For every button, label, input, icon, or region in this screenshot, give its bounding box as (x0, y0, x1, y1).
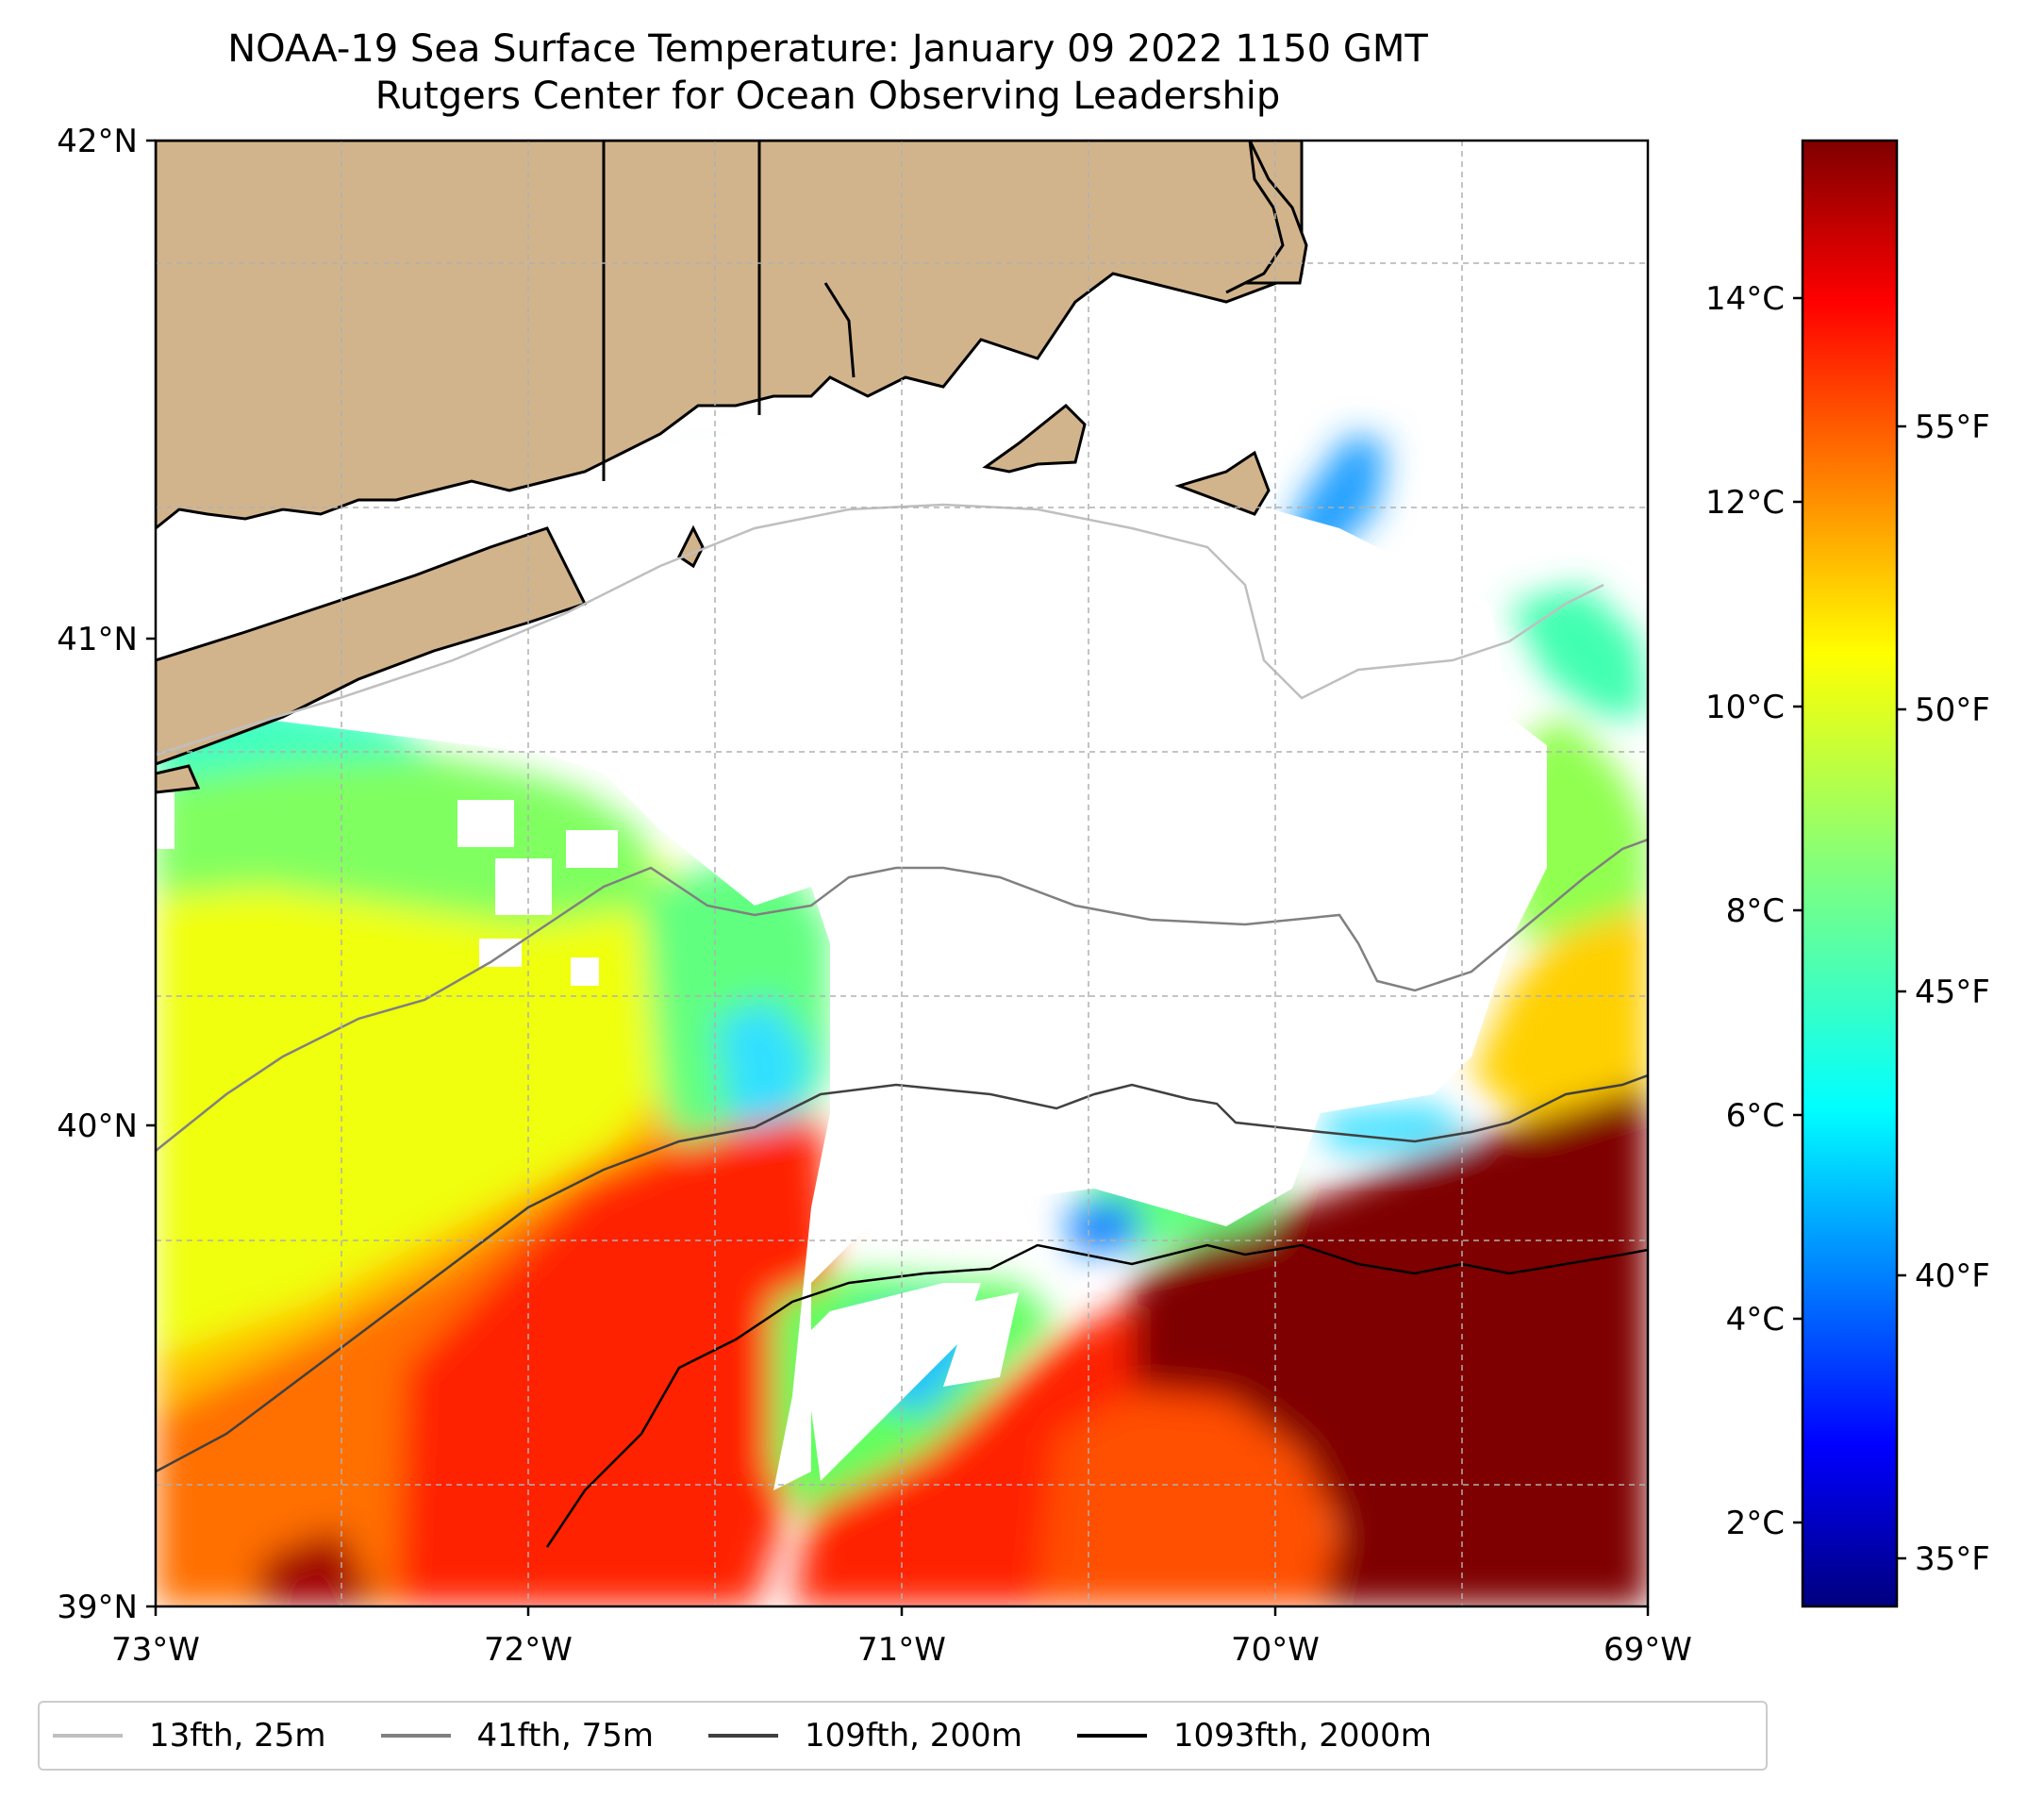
lat-label-42: 42°N (57, 123, 138, 160)
latitude-labels: 42°N 41°N 40°N 39°N (57, 123, 138, 1626)
missing-patch-e (571, 957, 599, 986)
sst-yellow-west (156, 792, 736, 1358)
isobath-25m (156, 503, 1604, 757)
legend-item-25m: 13fth, 25m (53, 1717, 326, 1755)
colorbar-c-2: 2°C (1726, 1505, 1785, 1542)
sst-yellow-east (1471, 906, 1648, 1123)
sst-red-slope-west (396, 1113, 830, 1606)
colorbar-c-14: 14°C (1705, 280, 1785, 318)
lat-label-40: 40°N (57, 1107, 138, 1145)
legend-item-75m: 41fth, 75m (380, 1717, 655, 1755)
land (156, 141, 1308, 794)
gridlines (156, 141, 1648, 1606)
state-borders (602, 141, 856, 481)
border-ri-ma (823, 282, 856, 378)
colorbar-c-8: 8°C (1726, 892, 1785, 930)
legend-swatch-25m (53, 1734, 123, 1738)
legend-swatch-2000m (1076, 1734, 1147, 1738)
missing-patch-c (566, 830, 618, 868)
map-area (156, 141, 1648, 1606)
chart-subtitle: Rutgers Center for Ocean Observing Leade… (374, 75, 1281, 118)
sst-blue-shelfedge (1066, 1198, 1141, 1255)
legend-label-200m: 109fth, 200m (805, 1717, 1022, 1755)
sst-orange-eddy (1038, 1396, 1339, 1606)
sst-cyan-midshelf (717, 1000, 811, 1151)
colorbar-f-35: 35°F (1915, 1540, 1990, 1578)
missing-patch-d (479, 939, 522, 967)
lon-label-69: 69°W (1604, 1631, 1692, 1669)
legend-item-200m: 109fth, 200m (708, 1717, 1022, 1755)
chart-title: NOAA-19 Sea Surface Temperature: January… (227, 27, 1428, 71)
missing-area-north (156, 434, 1547, 1490)
lat-label-41: 41°N (57, 621, 138, 658)
missing-patch-f (943, 1292, 1019, 1387)
missing-strip-south (802, 1283, 981, 1481)
colorbar-gradient (1801, 139, 1899, 1608)
lon-label-70: 70°W (1231, 1631, 1320, 1669)
legend-label-2000m: 1093fth, 2000m (1172, 1717, 1432, 1755)
missing-patch-a (457, 800, 514, 847)
missing-patch-g (156, 792, 174, 849)
colorbar-f-45: 45°F (1915, 973, 1990, 1011)
isobath-legend: 13fth, 25m 41fth, 75m 109fth, 200m 1093f… (38, 1701, 1768, 1771)
legend-label-75m: 41fth, 75m (476, 1717, 655, 1755)
land-cape-cod (1225, 141, 1308, 294)
land-martha-vineyard (982, 403, 1087, 474)
colorbar-c-12: 12°C (1705, 484, 1785, 522)
isobath-200m (156, 1073, 1648, 1473)
missing-patch-b (495, 858, 552, 915)
colorbar-c-10: 10°C (1705, 689, 1785, 726)
land-new-england-coast (156, 141, 1304, 530)
lon-label-73: 73°W (111, 1631, 200, 1669)
isobath-75m (156, 838, 1648, 1152)
land-long-island (156, 526, 588, 766)
sst-darkred-east (1132, 1085, 1648, 1606)
map-ticks (146, 139, 1650, 1616)
missing-data-mask (156, 434, 1547, 1490)
land-nj-corner (156, 764, 201, 794)
colorbar-c-4: 4°C (1726, 1301, 1785, 1339)
legend-swatch-200m (708, 1734, 779, 1738)
legend-swatch-75m (380, 1734, 451, 1738)
sst-darkred-west-corner (255, 1528, 377, 1606)
longitude-labels: 73°W 72°W 71°W 70°W 69°W (111, 1631, 1692, 1669)
isobath-2000m (545, 1243, 1648, 1548)
colorbar-f-50: 50°F (1915, 691, 1990, 729)
legend-item-2000m: 1093fth, 2000m (1076, 1717, 1432, 1755)
colorbar-f-55: 55°F (1915, 408, 1990, 446)
lon-label-71: 71°W (857, 1631, 946, 1669)
colorbar-c-6: 6°C (1726, 1097, 1785, 1135)
lon-label-72: 72°W (484, 1631, 573, 1669)
lat-label-39: 39°N (57, 1589, 138, 1626)
colorbar-f-40: 40°F (1915, 1257, 1990, 1295)
colorbar: 14°C 12°C 10°C 8°C 6°C 4°C 2°C 55°F 50°F… (1705, 139, 1990, 1608)
legend-label-25m: 13fth, 25m (149, 1717, 326, 1755)
isobaths (156, 503, 1648, 1548)
land-nantucket (1174, 450, 1271, 516)
